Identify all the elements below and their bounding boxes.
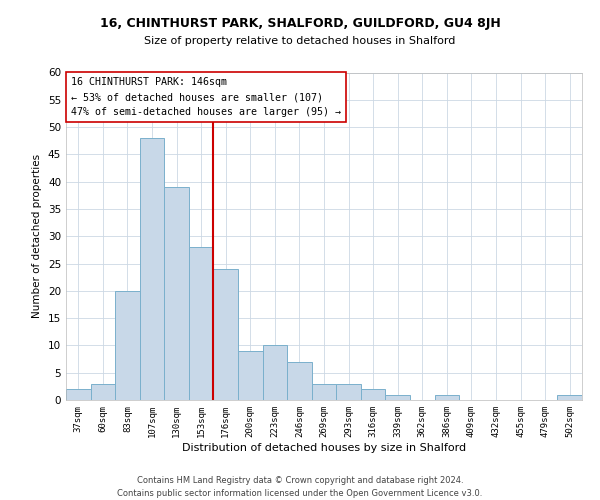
Bar bbox=[361, 389, 385, 400]
Bar bbox=[214, 269, 238, 400]
Bar bbox=[557, 394, 582, 400]
Bar bbox=[91, 384, 115, 400]
Text: Contains HM Land Registry data © Crown copyright and database right 2024.
Contai: Contains HM Land Registry data © Crown c… bbox=[118, 476, 482, 498]
Y-axis label: Number of detached properties: Number of detached properties bbox=[32, 154, 43, 318]
Text: Size of property relative to detached houses in Shalford: Size of property relative to detached ho… bbox=[145, 36, 455, 46]
Text: 16 CHINTHURST PARK: 146sqm
← 53% of detached houses are smaller (107)
47% of sem: 16 CHINTHURST PARK: 146sqm ← 53% of deta… bbox=[71, 78, 341, 117]
Bar bbox=[434, 394, 459, 400]
Bar bbox=[164, 187, 189, 400]
Bar bbox=[385, 394, 410, 400]
Text: 16, CHINTHURST PARK, SHALFORD, GUILDFORD, GU4 8JH: 16, CHINTHURST PARK, SHALFORD, GUILDFORD… bbox=[100, 18, 500, 30]
Bar bbox=[287, 362, 312, 400]
X-axis label: Distribution of detached houses by size in Shalford: Distribution of detached houses by size … bbox=[182, 442, 466, 452]
Bar bbox=[66, 389, 91, 400]
Bar bbox=[312, 384, 336, 400]
Bar bbox=[238, 351, 263, 400]
Bar bbox=[115, 291, 140, 400]
Bar bbox=[336, 384, 361, 400]
Bar bbox=[140, 138, 164, 400]
Bar bbox=[263, 346, 287, 400]
Bar bbox=[189, 247, 214, 400]
